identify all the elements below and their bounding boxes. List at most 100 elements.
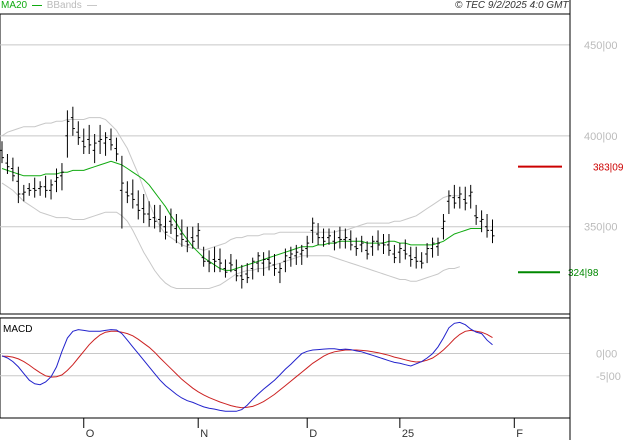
ohlc-bar <box>288 246 293 267</box>
ohlc-bar <box>485 214 490 238</box>
ohlc-bar <box>228 254 233 273</box>
ohlc-bar <box>218 248 222 273</box>
price-level-label: 383|09 <box>593 163 624 174</box>
ohlc-bar <box>337 226 342 249</box>
ohlc-bar <box>70 106 75 136</box>
ohlc-bar <box>158 204 163 233</box>
ohlc-bar <box>397 243 402 264</box>
ohlc-bar <box>179 219 184 247</box>
ohlc-bar <box>65 110 70 158</box>
bbands-legend-label: BBands <box>46 0 82 11</box>
ohlc-bar <box>27 183 32 196</box>
ohlc-bar <box>239 264 244 289</box>
ohlc-bar <box>136 190 141 220</box>
ma20-legend-swatch <box>31 4 42 6</box>
ohlc-bar <box>92 134 97 164</box>
ohlc-bar <box>168 208 173 234</box>
ohlc-bar <box>490 219 495 244</box>
price-y-tick-label: 400|00 <box>584 131 617 143</box>
ohlc-bar <box>21 184 26 202</box>
ohlc-bar <box>201 246 206 267</box>
ohlc-bar <box>59 163 64 191</box>
price-level-label: 324|98 <box>568 268 599 279</box>
ohlc-bar <box>32 177 37 198</box>
ohlc-bar <box>479 210 484 233</box>
x-tick-label: F <box>516 428 523 440</box>
ma20-legend-label: MA20 <box>1 0 28 11</box>
ohlc-bar <box>327 228 331 245</box>
x-tick-label: N <box>200 428 208 440</box>
ohlc-bar <box>348 230 353 251</box>
ohlc-bar <box>207 250 212 273</box>
ohlc-bar <box>147 201 152 227</box>
ohlc-bar <box>114 137 119 162</box>
ohlc-bar <box>245 263 250 284</box>
ohlc-bar <box>5 154 10 174</box>
ohlc-bar <box>294 244 299 265</box>
macd-line <box>1 321 493 412</box>
ohlc-bar <box>130 179 135 209</box>
ohlc-bar <box>185 226 190 253</box>
ohlc-bar <box>468 184 473 209</box>
ohlc-bar <box>463 186 468 211</box>
ohlc-bar <box>474 204 479 225</box>
ohlc-bar <box>141 194 146 224</box>
ohlc-bar <box>49 179 54 200</box>
ohlc-bar <box>196 223 201 249</box>
ohlc-bar <box>452 184 457 209</box>
ohlc-bar <box>446 190 451 214</box>
ohlc-bar <box>419 252 424 269</box>
ohlc-bar <box>98 124 103 154</box>
ma20-line <box>1 160 482 271</box>
ohlc-bar <box>457 186 462 209</box>
macd-y-tick-label: -5|00 <box>596 371 621 383</box>
ohlc-bar <box>0 141 4 164</box>
ohlc-bar <box>267 250 272 271</box>
ohlc-bar <box>386 234 391 256</box>
price-y-tick-label: 350|00 <box>584 222 617 234</box>
ohlc-bar <box>212 246 217 273</box>
ohlc-bar <box>321 228 326 247</box>
ohlc-bar <box>87 124 92 154</box>
ohlc-bar <box>190 226 195 249</box>
macd-y-tick-label: 0|00 <box>596 349 617 361</box>
x-tick-label: O <box>86 428 95 440</box>
ohlc-bar <box>272 254 277 276</box>
ohlc-bar <box>359 235 364 253</box>
price-panel: 350|00 400|00 450|00 383|09 324|98 <box>0 13 624 319</box>
ohlc-bar <box>81 128 86 154</box>
ohlc-bar <box>299 244 304 265</box>
ohlc-bar <box>283 248 288 273</box>
ohlc-bar <box>54 168 59 193</box>
ohlc-bar <box>430 237 435 258</box>
bbands-lower-line <box>1 182 460 289</box>
ohlc-bar <box>16 166 21 204</box>
ohlc-bar <box>365 241 370 260</box>
ohlc-bar <box>103 132 108 156</box>
chart-header-ma-legend: MA20 BBands <box>1 0 99 11</box>
ohlc-bar <box>43 175 48 198</box>
ohlc-bar <box>310 217 315 244</box>
ohlc-bar <box>316 223 321 245</box>
ohlc-bar <box>343 228 348 249</box>
ohlc-bar <box>277 263 282 284</box>
macd-title: MACD <box>3 324 32 335</box>
ohlc-bar <box>10 157 15 182</box>
ohlc-bar <box>119 155 124 229</box>
ohlc-bar <box>354 237 359 256</box>
ohlc-bar <box>38 181 43 196</box>
ohlc-bar <box>250 257 255 280</box>
bbands-legend-swatch <box>86 4 97 6</box>
ohlc-bar <box>436 237 440 256</box>
ohlc-bar <box>234 259 239 282</box>
ohlc-bar <box>376 230 381 251</box>
ohlc-bar <box>223 259 228 278</box>
ohlc-bar <box>441 214 446 240</box>
ohlc-bar <box>174 214 179 244</box>
ohlc-bar <box>414 246 419 269</box>
ohlc-bar <box>163 215 168 240</box>
ohlc-bar <box>109 128 113 151</box>
ohlc-bar <box>381 234 386 254</box>
